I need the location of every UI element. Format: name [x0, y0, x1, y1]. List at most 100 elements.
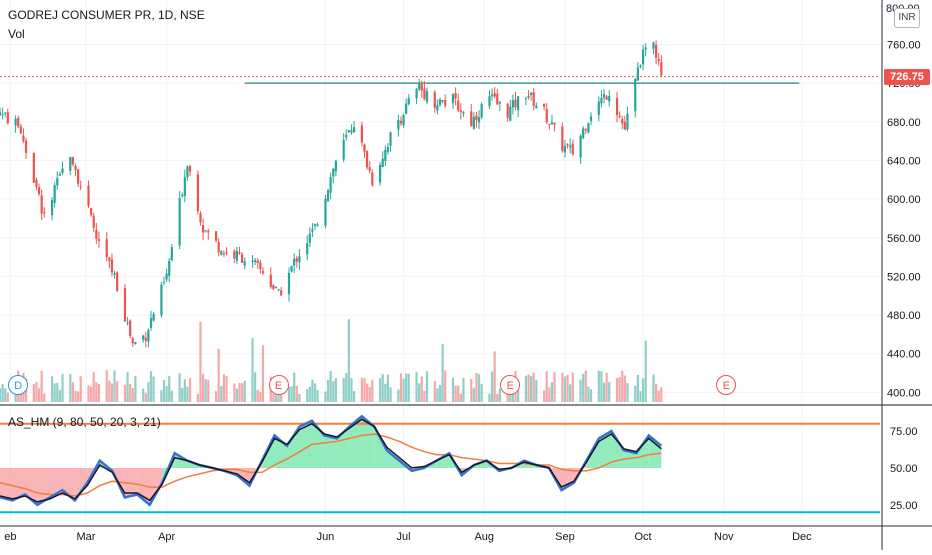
candle-body	[77, 169, 80, 184]
volume-bar	[259, 391, 262, 402]
volume-bar	[425, 371, 429, 402]
volume-bar	[535, 380, 538, 402]
time-axis-label: Mar	[76, 531, 95, 543]
candle-body	[420, 84, 423, 91]
candle-body	[144, 337, 147, 341]
volume-bar	[147, 382, 150, 402]
volume-bar	[160, 390, 163, 402]
volume-bar	[199, 321, 202, 402]
candle-body	[142, 335, 145, 340]
price-axis-label: 600.00	[887, 194, 921, 206]
candles	[0, 40, 663, 348]
dividend-event-marker[interactable]: D	[8, 375, 29, 395]
volume-bar	[243, 380, 246, 402]
volume-bar	[379, 378, 382, 402]
volume-bar	[579, 379, 582, 402]
volume-bar	[618, 376, 621, 402]
volume-bar	[113, 370, 116, 402]
volume-bar	[582, 373, 585, 402]
volume-bar	[600, 371, 603, 402]
candle-body	[654, 44, 658, 58]
candle-body	[451, 94, 455, 104]
earnings-event-marker[interactable]: E	[268, 375, 289, 395]
candle-body	[652, 42, 655, 49]
oscillator-fill-bull	[361, 416, 375, 468]
volume-bar	[53, 383, 56, 402]
volume-bar	[584, 370, 587, 402]
volume-bar	[626, 383, 629, 402]
candle-body	[53, 185, 56, 203]
candle-body	[454, 92, 457, 99]
candle-body	[110, 259, 114, 273]
candle-body	[462, 112, 465, 114]
time-axis-label: Aug	[474, 531, 494, 543]
volume-bar	[92, 372, 95, 402]
candle-body	[105, 239, 108, 258]
earnings-event-marker[interactable]: E	[500, 375, 521, 395]
volume-bar	[97, 384, 101, 402]
candle-body	[488, 96, 491, 107]
volume-bar	[287, 386, 291, 402]
candle-body	[199, 213, 202, 223]
candle-body	[615, 97, 619, 116]
price-axis-label: 680.00	[887, 117, 921, 129]
candle-body	[644, 47, 647, 50]
volume-bar	[217, 348, 220, 402]
candle-body	[6, 112, 9, 124]
volume-legend[interactable]: Vol	[8, 27, 25, 41]
symbol-title[interactable]: GODREJ CONSUMER PR, 1D, NSE	[8, 8, 205, 22]
volume-bar	[188, 378, 192, 402]
candle-body	[204, 230, 207, 232]
oscillator-slow-line	[0, 433, 662, 497]
candle-body	[235, 250, 239, 261]
volume-bar	[165, 385, 168, 402]
volume-bar	[233, 383, 236, 402]
candle-body	[384, 149, 387, 161]
candle-body	[22, 135, 25, 142]
volume-bar	[272, 393, 275, 402]
candle-body	[459, 110, 462, 112]
candle-body	[123, 288, 127, 322]
volume-bar	[386, 374, 390, 402]
volume-bar	[95, 382, 98, 402]
candle-body	[368, 167, 371, 171]
volume-bar	[433, 380, 436, 402]
candle-body	[14, 118, 17, 126]
volume-bar	[311, 379, 314, 402]
volume-bar	[316, 390, 319, 402]
candle-body	[660, 62, 663, 76]
volume-bar	[470, 378, 473, 402]
volume-bar	[527, 374, 530, 402]
candle-body	[441, 100, 444, 102]
candle-body	[535, 105, 538, 109]
volume-bar	[43, 393, 46, 402]
earnings-event-marker[interactable]: E	[716, 375, 737, 395]
volume-bar	[110, 383, 114, 402]
volume-bar	[329, 371, 332, 402]
candle-body	[569, 145, 572, 148]
volume-bar	[530, 376, 533, 402]
volume-bar	[87, 385, 90, 402]
candle-body	[129, 320, 132, 336]
currency-button[interactable]: INR	[894, 8, 920, 28]
price-axis-label: 760.00	[887, 39, 921, 51]
volume-bar	[201, 373, 205, 402]
oscillator-legend[interactable]: AS_HM (9, 80, 50, 20, 3, 21)	[8, 415, 161, 429]
volume-bar	[488, 393, 491, 402]
candle-body	[277, 289, 280, 291]
candle-body	[131, 338, 134, 344]
candle-body	[509, 106, 512, 121]
candle-body	[498, 102, 501, 104]
candle-body	[334, 160, 337, 172]
candle-body	[379, 164, 382, 183]
candle-body	[37, 187, 41, 195]
time-axis-label: Jun	[317, 531, 335, 543]
candle-body	[50, 200, 54, 216]
candle-body	[641, 49, 645, 65]
volume-bar	[4, 388, 7, 402]
last-price-label: 726.75	[884, 68, 930, 85]
volume-bar	[405, 373, 408, 402]
candle-body	[605, 96, 608, 100]
